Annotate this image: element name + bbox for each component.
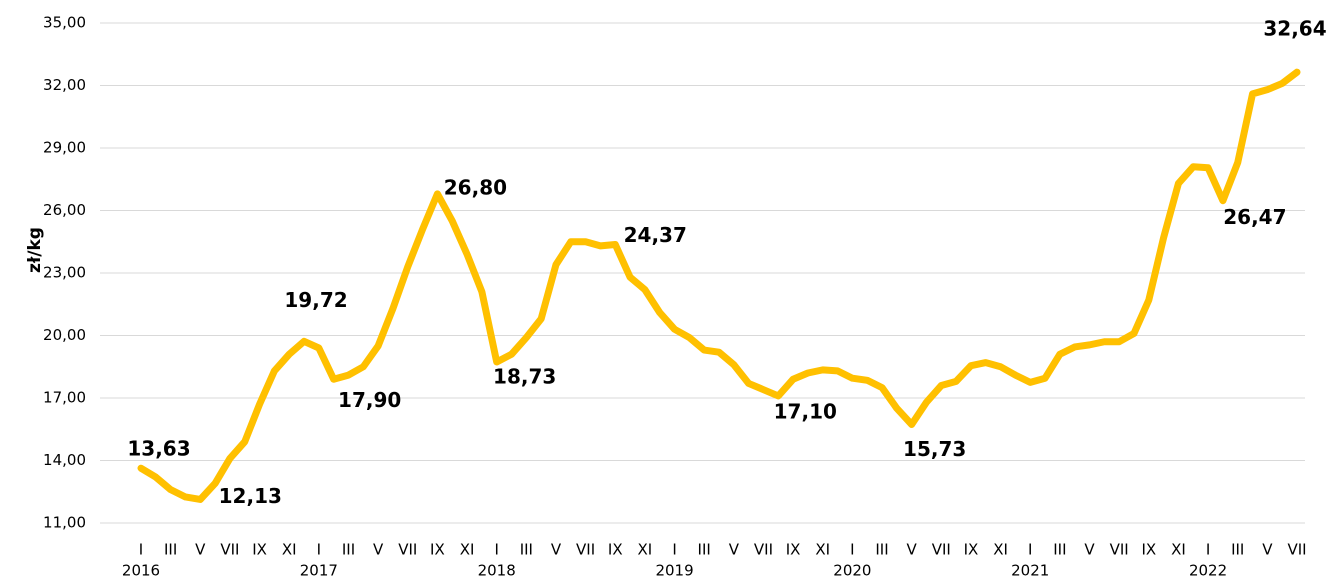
x-tick-label: IX xyxy=(252,541,267,559)
data-label: 18,73 xyxy=(493,364,556,388)
data-label: 17,90 xyxy=(338,388,401,412)
x-tick-label: VII xyxy=(398,541,417,559)
x-tick-label: V xyxy=(907,541,918,559)
year-label: 2020 xyxy=(833,562,871,579)
x-tick-label: IX xyxy=(430,541,445,559)
x-tick-label: XI xyxy=(282,541,297,559)
x-tick-label: VII xyxy=(576,541,595,559)
x-tick-label: I xyxy=(672,541,676,559)
data-label: 24,37 xyxy=(624,223,687,247)
x-tick-label: III xyxy=(164,541,177,559)
x-tick-label: I xyxy=(317,541,321,559)
x-tick-label: III xyxy=(698,541,711,559)
data-label: 26,47 xyxy=(1223,205,1286,229)
x-tick-label: I xyxy=(1206,541,1210,559)
year-label: 2021 xyxy=(1011,562,1049,579)
y-axis-title: zł/kg xyxy=(25,227,45,273)
x-tick-label: IX xyxy=(608,541,623,559)
y-tick-label: 14,00 xyxy=(43,451,86,469)
x-tick-label: IX xyxy=(964,541,979,559)
x-tick-label: VII xyxy=(754,541,773,559)
data-label: 17,10 xyxy=(774,399,837,423)
x-tick-label: V xyxy=(1262,541,1273,559)
x-tick-label: I xyxy=(139,541,143,559)
x-tick-label: V xyxy=(551,541,562,559)
x-tick-label: XI xyxy=(638,541,653,559)
x-tick-label: IX xyxy=(1141,541,1156,559)
data-label: 26,80 xyxy=(444,175,507,199)
year-label: 2022 xyxy=(1189,562,1227,579)
x-tick-label: I xyxy=(494,541,498,559)
x-tick-label: VII xyxy=(1287,541,1306,559)
x-tick-label: I xyxy=(1028,541,1032,559)
year-label: 2019 xyxy=(655,562,693,579)
x-tick-label: VII xyxy=(220,541,239,559)
x-tick-label: V xyxy=(1084,541,1095,559)
year-label: 2017 xyxy=(300,562,338,579)
x-tick-label: XI xyxy=(1171,541,1186,559)
x-tick-label: XI xyxy=(460,541,475,559)
x-tick-label: XI xyxy=(993,541,1008,559)
year-label: 2018 xyxy=(478,562,516,579)
data-line xyxy=(137,68,1301,503)
y-tick-label: 23,00 xyxy=(43,264,86,282)
x-tick-label: V xyxy=(729,541,740,559)
y-tick-label: 35,00 xyxy=(43,14,86,32)
y-tick-label: 29,00 xyxy=(43,139,86,157)
x-tick-label: III xyxy=(342,541,355,559)
x-tick-label: VII xyxy=(932,541,951,559)
x-tick-label: III xyxy=(1231,541,1244,559)
x-tick-label: I xyxy=(850,541,854,559)
data-label: 32,64 xyxy=(1263,17,1326,41)
data-label: 15,73 xyxy=(903,437,966,461)
x-tick-label: XI xyxy=(815,541,830,559)
x-tick-label: III xyxy=(520,541,533,559)
y-tick-label: 11,00 xyxy=(43,514,86,532)
x-tick-label: V xyxy=(373,541,384,559)
x-tick-label: IX xyxy=(786,541,801,559)
data-label: 13,63 xyxy=(127,437,190,461)
x-tick-label: III xyxy=(875,541,888,559)
y-tick-label: 20,00 xyxy=(43,326,86,344)
x-tick-label: VII xyxy=(1110,541,1129,559)
y-tick-label: 32,00 xyxy=(43,76,86,94)
y-tick-label: 17,00 xyxy=(43,389,86,407)
y-tick-label: 26,00 xyxy=(43,201,86,219)
data-label: 12,13 xyxy=(219,484,282,508)
x-tick-label: V xyxy=(195,541,206,559)
data-label: 19,72 xyxy=(284,288,347,312)
x-tick-label: III xyxy=(1053,541,1066,559)
year-label: 2016 xyxy=(122,562,160,579)
